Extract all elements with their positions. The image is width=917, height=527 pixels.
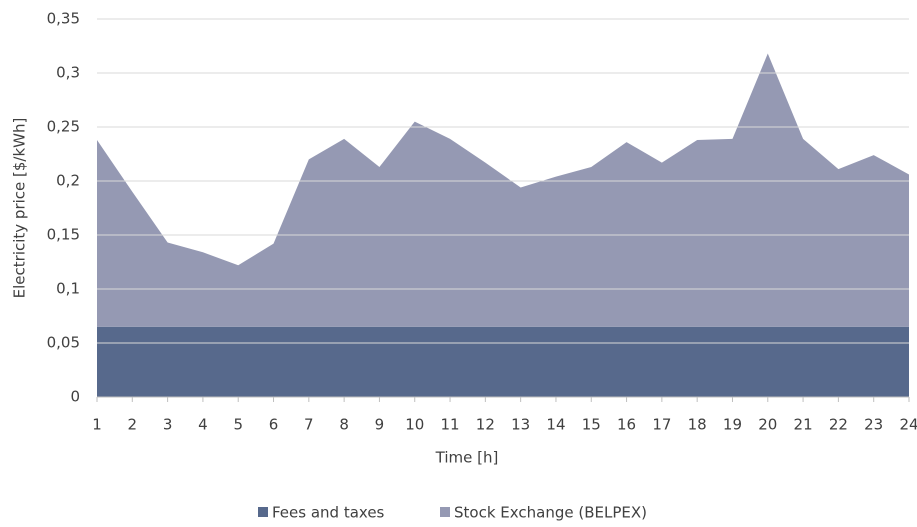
- legend-label: Fees and taxes: [272, 504, 385, 522]
- x-tick-label: 4: [198, 416, 208, 434]
- y-tick-label: 0,05: [47, 334, 80, 352]
- y-tick-label: 0,3: [56, 64, 80, 82]
- legend-swatch: [258, 507, 268, 517]
- x-axis-title: Time [h]: [435, 449, 499, 467]
- x-tick-label: 9: [375, 416, 385, 434]
- y-tick-label: 0,2: [56, 172, 80, 190]
- x-tick-label: 22: [829, 416, 848, 434]
- x-tick-label: 23: [864, 416, 883, 434]
- x-tick-label: 14: [546, 416, 565, 434]
- x-tick-label: 16: [617, 416, 636, 434]
- x-tick-label: 11: [440, 416, 459, 434]
- x-tick-label: 2: [128, 416, 138, 434]
- x-tick-label: 3: [163, 416, 173, 434]
- x-tick-label: 1: [92, 416, 102, 434]
- x-tick-label: 24: [899, 416, 917, 434]
- y-tick-label: 0,1: [56, 280, 80, 298]
- area: [97, 53, 909, 327]
- y-tick-label: 0,15: [47, 226, 80, 244]
- y-tick-label: 0,25: [47, 118, 80, 136]
- legend-label: Stock Exchange (BELPEX): [454, 504, 647, 522]
- x-tick-label: 21: [794, 416, 813, 434]
- x-tick-label: 5: [233, 416, 243, 434]
- x-tick-label: 6: [269, 416, 279, 434]
- y-tick-label: 0: [70, 388, 80, 406]
- x-tick-label: 13: [511, 416, 530, 434]
- x-tick-label: 12: [476, 416, 495, 434]
- area: [97, 326, 909, 397]
- x-tick-label: 20: [758, 416, 777, 434]
- x-tick-label: 19: [723, 416, 742, 434]
- y-axis-title: Electricity price [$/kWh]: [11, 118, 29, 299]
- x-tick-label: 18: [688, 416, 707, 434]
- y-tick-label: 0,35: [47, 10, 80, 28]
- x-tick-label: 7: [304, 416, 314, 434]
- x-tick-label: 15: [582, 416, 601, 434]
- legend-swatch: [440, 507, 450, 517]
- x-tick-label: 17: [652, 416, 671, 434]
- x-tick-label: 10: [405, 416, 424, 434]
- x-tick-label: 8: [339, 416, 349, 434]
